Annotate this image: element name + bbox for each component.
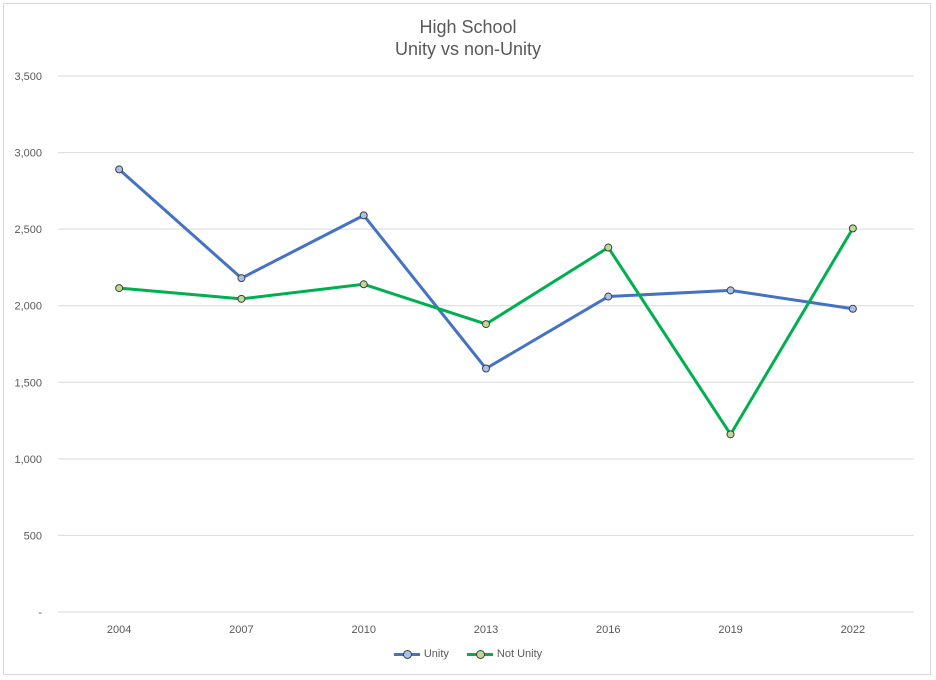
chart-subtitle: Unity vs non-Unity <box>394 39 542 59</box>
chart-title: High School <box>419 17 517 37</box>
data-point <box>604 243 613 252</box>
data-point <box>604 292 613 301</box>
x-tick-label: 2004 <box>107 624 131 636</box>
series-line-1 <box>119 227 855 436</box>
legend-swatch-unity <box>393 649 420 659</box>
y-tick-label: - <box>38 607 42 619</box>
legend-swatch-not-unity <box>466 649 493 659</box>
y-tick-label: 3,000 <box>14 148 42 160</box>
x-tick-label: 2016 <box>596 624 620 636</box>
series-line-0 <box>118 168 854 371</box>
x-tick-label: 2013 <box>474 624 498 636</box>
y-tick-label: 2,500 <box>14 224 42 236</box>
data-point <box>848 304 857 313</box>
y-tick-label: 3,500 <box>14 71 42 83</box>
chart-frame <box>3 3 931 675</box>
data-point <box>115 165 124 174</box>
data-point <box>726 430 735 439</box>
x-tick-label: 2019 <box>718 624 742 636</box>
data-point <box>237 274 246 283</box>
y-tick-label: 1,000 <box>14 454 42 466</box>
legend-item-unity: Unity <box>393 648 449 660</box>
legend-label-not-unity: Not Unity <box>496 648 543 660</box>
legend-item-not-unity: Not Unity <box>466 648 543 660</box>
y-tick-label: 2,000 <box>14 301 42 313</box>
data-point <box>237 294 246 303</box>
legend: Unity Not Unity <box>0 648 936 660</box>
x-tick-label: 2010 <box>351 624 375 636</box>
data-point <box>482 320 490 329</box>
data-point <box>115 284 124 293</box>
data-point <box>359 280 368 289</box>
y-tick-label: 1,500 <box>14 377 42 389</box>
data-point <box>848 224 857 233</box>
data-point <box>482 364 490 373</box>
data-point <box>359 211 368 220</box>
data-point <box>726 286 735 295</box>
x-tick-label: 2007 <box>229 624 253 636</box>
legend-label-unity: Unity <box>423 648 449 660</box>
y-tick-label: 500 <box>24 530 42 542</box>
x-tick-label: 2022 <box>841 624 865 636</box>
